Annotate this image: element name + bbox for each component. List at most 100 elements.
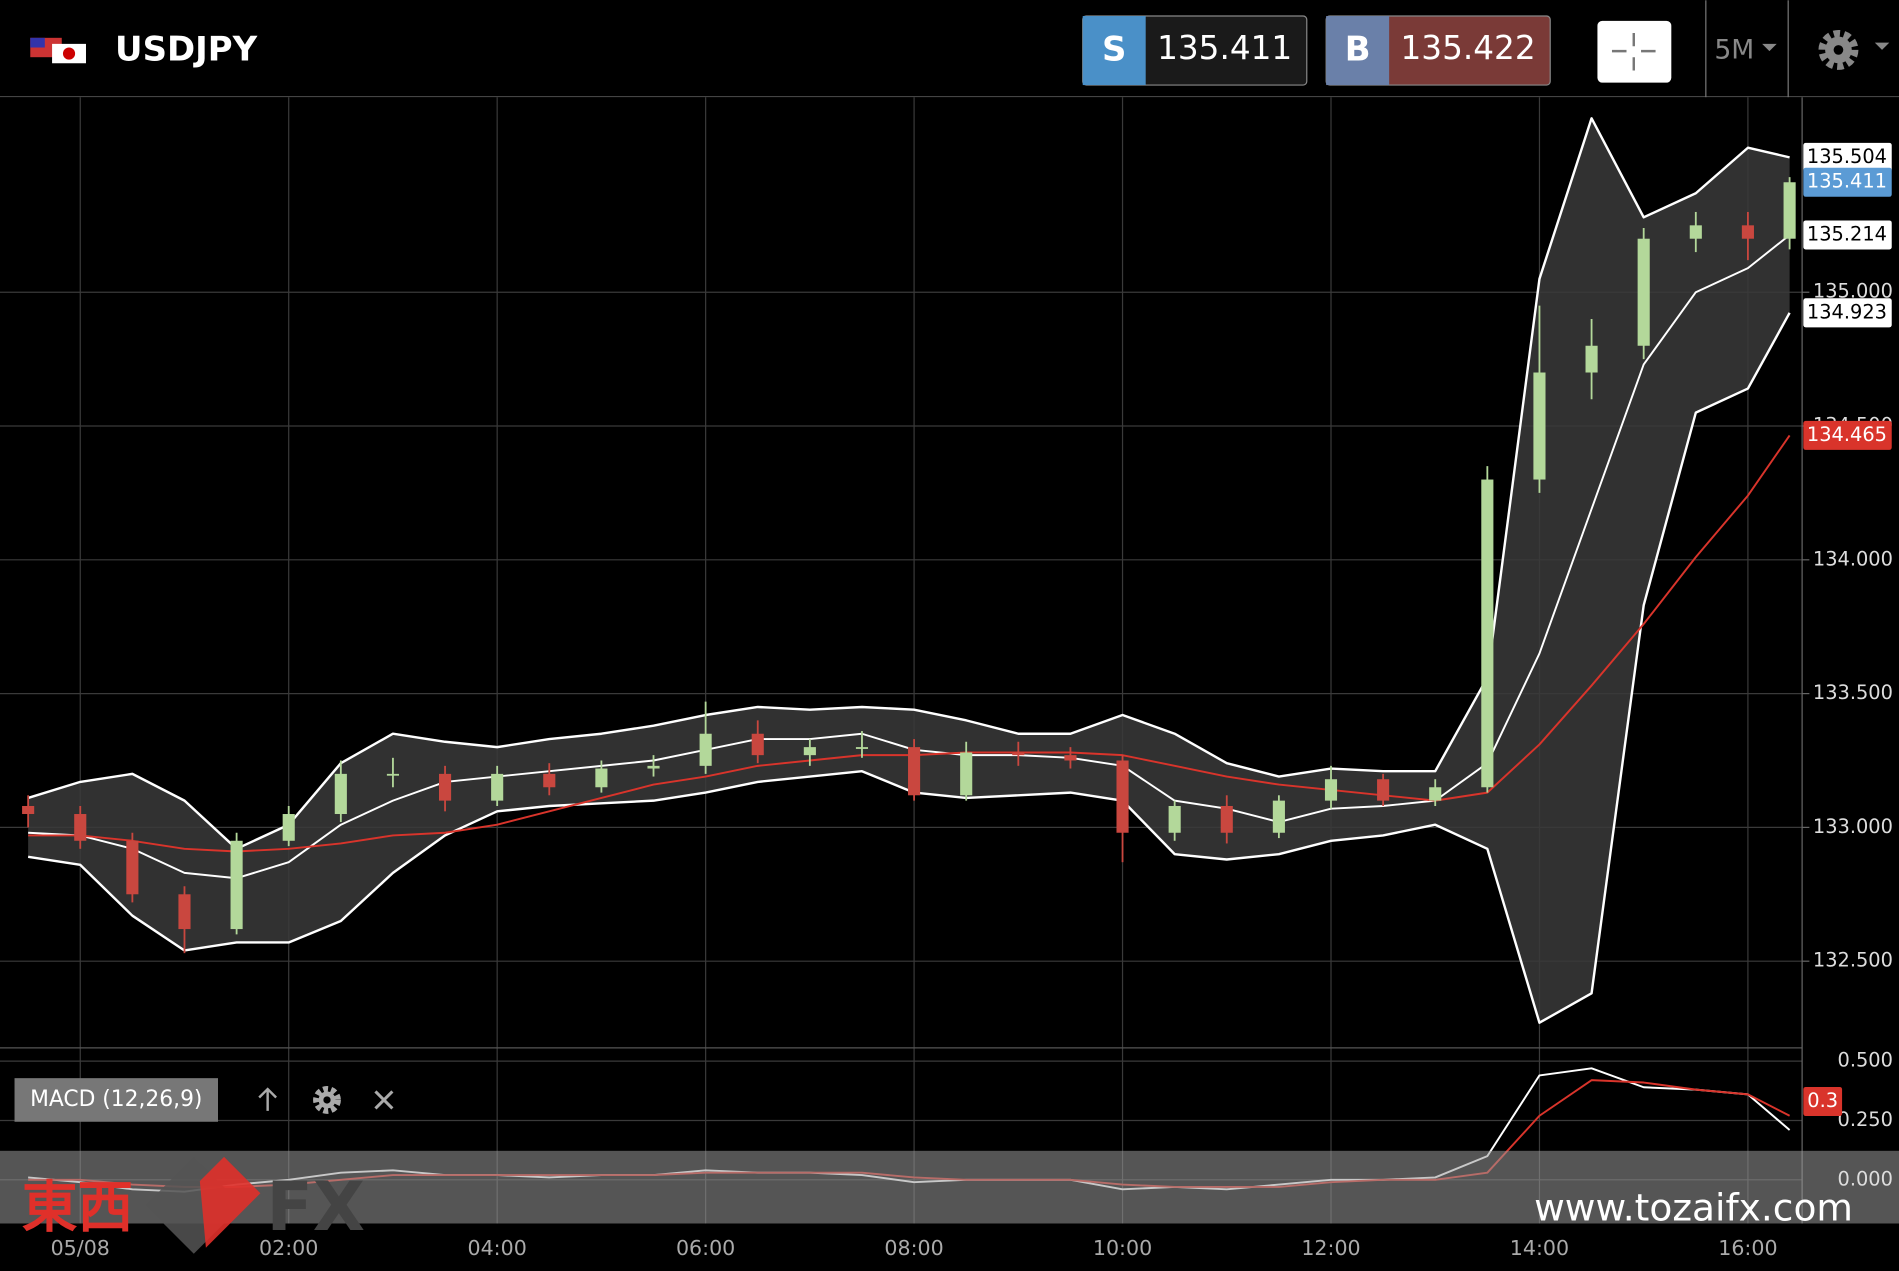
candle-body	[230, 840, 243, 930]
x-tick-label: 12:00	[1301, 1236, 1360, 1260]
candle-body	[751, 733, 764, 756]
crosshair-icon	[1611, 32, 1656, 71]
middle-band-tag: 135.214	[1807, 222, 1887, 245]
candle-body	[282, 814, 295, 841]
gear-hole	[323, 1096, 331, 1104]
y-tick-label: 134.000	[1813, 547, 1893, 570]
candle-body	[1741, 225, 1754, 239]
settings-icon[interactable]	[1818, 29, 1890, 70]
macd-tag: 0.3	[1807, 1089, 1838, 1112]
y-tick-label: 132.500	[1813, 949, 1893, 972]
upper-band-tag-box	[1803, 142, 1892, 172]
candle-body	[74, 814, 87, 841]
x-tick-label: 04:00	[468, 1236, 527, 1260]
x-tick-label: 02:00	[259, 1236, 318, 1260]
candle-body	[1689, 225, 1702, 239]
crosshair-button[interactable]	[1597, 20, 1672, 83]
candle-body	[1324, 779, 1338, 801]
candle-body	[386, 773, 399, 776]
crosshair-box[interactable]	[1597, 20, 1672, 83]
sell-price: 135.411	[1157, 29, 1292, 67]
watermark-fx: FX	[266, 1167, 365, 1246]
candle-body	[1168, 805, 1181, 833]
gear-teeth	[313, 1086, 341, 1114]
candle-body	[1116, 760, 1129, 833]
pair: USDJPY	[115, 30, 258, 69]
watermark-logo	[199, 1156, 261, 1248]
candle-body	[1064, 755, 1077, 761]
watermark-band	[0, 1150, 1899, 1224]
sell-button[interactable]: S 135.411	[1082, 15, 1308, 86]
gear-teeth	[1818, 29, 1859, 70]
ma-tag: 134.465	[1807, 423, 1887, 446]
x-tick-label: 05/08	[51, 1236, 110, 1260]
candle-body	[22, 805, 35, 815]
indicator-label-box[interactable]	[14, 1078, 218, 1122]
y-tick-label: 0.500	[1838, 1049, 1893, 1072]
candle-body	[126, 840, 139, 895]
candle-body	[699, 733, 712, 766]
y-tick-label: 133.000	[1813, 815, 1893, 838]
x-tick-label: 16:00	[1718, 1236, 1777, 1260]
candle-body	[1783, 182, 1796, 239]
price-tags: 135.504 135.214 134.923 134.465 135.411 0.3	[1803, 142, 1892, 1117]
buy-tab	[1326, 16, 1390, 86]
indicator-settings-icon[interactable]	[313, 1086, 341, 1114]
sell-tab	[1082, 16, 1146, 86]
candle-body	[543, 773, 556, 788]
candle-body	[1585, 345, 1598, 373]
indicator-label: MACD (12,26,9)	[30, 1087, 202, 1112]
y-tick-label: 0.000	[1838, 1167, 1893, 1190]
last-price-tag: 135.411	[1807, 170, 1887, 193]
gear-hole	[1833, 45, 1844, 55]
us-canton	[30, 37, 45, 48]
candle-body	[178, 894, 191, 930]
upper-band	[27, 117, 1790, 851]
watermark-url: www.tozaifx.com	[1534, 1186, 1853, 1230]
macd-tag-box	[1803, 1086, 1843, 1117]
buy-price: 135.422	[1400, 29, 1535, 67]
candle-body	[1637, 238, 1650, 346]
watermark-brand: 東西	[22, 1176, 133, 1241]
x-tick-label: 14:00	[1510, 1236, 1569, 1260]
timeframe[interactable]: 5M	[1714, 35, 1754, 66]
ma-tag-box	[1803, 420, 1892, 450]
candle-body	[855, 747, 869, 749]
lower-band-tag-box	[1803, 298, 1892, 328]
x-tick-label: 06:00	[676, 1236, 735, 1260]
candle-body	[1481, 479, 1494, 788]
close-icon[interactable]	[374, 1090, 394, 1110]
buy-button[interactable]: B 135.422	[1325, 15, 1551, 86]
x-tick-label: 10:00	[1093, 1236, 1152, 1260]
move-up-icon[interactable]	[258, 1087, 277, 1111]
candle-body	[439, 773, 452, 801]
flag-icon	[30, 37, 86, 64]
candle-body	[1429, 787, 1442, 801]
candle-body	[595, 768, 608, 788]
lower-band-tag: 134.923	[1807, 300, 1887, 323]
x-tick-label: 08:00	[884, 1236, 943, 1260]
plot	[22, 117, 1796, 1024]
dropdown-arrow	[1762, 43, 1777, 52]
candle-body	[1012, 752, 1025, 756]
header	[0, 0, 1899, 98]
candle-body	[803, 747, 816, 756]
last-price-tag-box	[1803, 167, 1892, 197]
candle-body	[908, 747, 921, 796]
middle-band-tag-box	[1803, 220, 1892, 250]
buy-label: B	[1345, 30, 1371, 69]
band-fill	[28, 118, 1790, 1023]
dropdown-arrow	[1874, 42, 1890, 50]
upper-band-tag: 135.504	[1807, 145, 1887, 168]
candle-body	[491, 773, 504, 801]
jp-sun	[62, 47, 76, 60]
candle-body	[1272, 800, 1285, 833]
candle-body	[1220, 805, 1233, 833]
candle-body	[1533, 372, 1546, 480]
candle-body	[647, 765, 660, 769]
y-tick-label: 135.000	[1813, 280, 1893, 303]
candle-body	[1377, 779, 1390, 801]
y-tick-label: 0.250	[1838, 1108, 1893, 1131]
candle-body	[960, 752, 973, 796]
